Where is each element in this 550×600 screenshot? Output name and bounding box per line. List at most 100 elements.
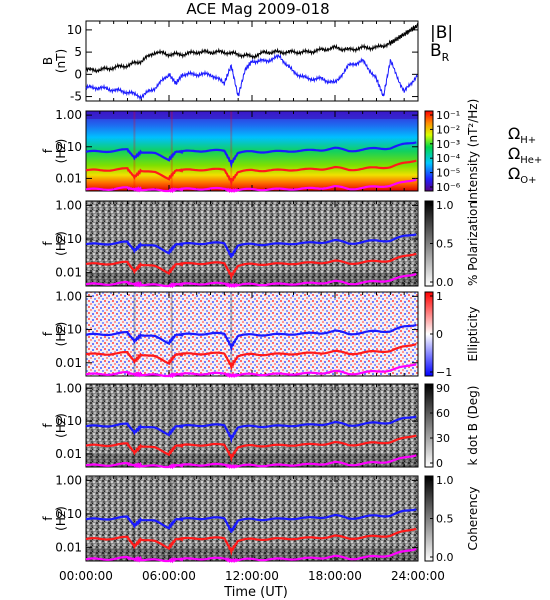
event-streak (170, 201, 173, 286)
event-streak (170, 292, 173, 376)
y-tick-label: 0.10 (55, 140, 82, 154)
y-axis-label-line: (Hz) (54, 231, 68, 256)
gyrofrequency-omega_O_hz (85, 454, 417, 470)
gyrofrequency-omega_He_hz (85, 252, 417, 282)
event-streak (230, 201, 233, 286)
series-|B| (85, 22, 419, 74)
colorbar-label: % Polarization (466, 201, 480, 286)
colorbar-tick-label: 1 (436, 290, 443, 303)
y-axis-label-line: f (41, 516, 55, 521)
gyrofrequency-omega_H_hz (85, 141, 417, 169)
colorbar-tick-label: 0.5 (436, 238, 454, 251)
event-streak (133, 476, 136, 561)
colorbar-label: Coherency (466, 486, 480, 550)
legend-He+: ΩHe+ (508, 144, 542, 166)
panel-5: 1.00 0.10 0.01 f(Hz) 1.0 0.5 0.0 Coherency (41, 473, 480, 564)
colorbar (424, 110, 434, 192)
y-tick-label: 1.00 (55, 473, 82, 487)
y-tick-label: 0.01 (55, 356, 82, 370)
y-axis-label-line: (Hz) (54, 413, 68, 438)
y-axis-label-line: f (41, 241, 55, 246)
y-axis-label: B(nT) (41, 49, 68, 73)
y-tick-label: 1.00 (55, 289, 82, 303)
y-axis-label: f(Hz) (41, 139, 68, 164)
y-tick-label: 10 (67, 23, 82, 37)
y-tick-label: 0.10 (55, 507, 82, 521)
event-streak (170, 384, 173, 467)
y-tick-label: -5 (70, 90, 82, 104)
gyrofrequency-omega_O_hz (85, 272, 417, 289)
y-axis-label: f(Hz) (41, 506, 68, 531)
gyrofrequency-omega_H_hz (85, 233, 417, 258)
x-tick-label: 00:00:00 (59, 569, 113, 583)
legend-O+: ΩO+ (508, 164, 536, 186)
x-tick-label: 24:00:00 (391, 569, 445, 583)
series-B_R (85, 53, 418, 101)
colorbar-label: k dot B (Deg) (466, 386, 480, 466)
gyrofrequency-omega_H_hz (85, 508, 417, 533)
event-streak (230, 384, 233, 467)
y-tick-label: 0 (74, 67, 82, 81)
gyrofrequency-omega_H_hz (85, 415, 417, 444)
colorbar-label: Ellipticity (466, 307, 480, 362)
gyrofrequency-omega_He_hz (85, 343, 417, 372)
colorbar-tick-label: 10⁻³ (436, 138, 460, 151)
y-axis-label-line: (Hz) (54, 506, 68, 531)
y-axis-label-line: f (41, 331, 55, 336)
colorbar-tick-label: 10⁻⁴ (436, 152, 461, 165)
event-streak (170, 476, 173, 561)
legend-b-total: |B| (430, 23, 453, 43)
event-streak (133, 201, 136, 286)
colorbar-tick-label: −1 (436, 366, 452, 379)
y-axis-label-line: (Hz) (54, 139, 68, 164)
panel-2: 1.00 0.10 0.01 f(Hz) 1.0 0.5 0.0 % Polarization (41, 198, 480, 289)
y-axis-label: f(Hz) (41, 322, 68, 347)
colorbar-tick-label: 0.0 (436, 551, 454, 564)
event-streak (230, 111, 233, 191)
x-tick-label: 06:00:00 (142, 569, 196, 583)
y-tick-label: 0.10 (55, 414, 82, 428)
y-tick-label: 5 (74, 45, 82, 59)
panel-b-field: -5 0 5 10 B(nT) |B|BR (41, 20, 453, 104)
x-tick-label: 18:00:00 (308, 569, 362, 583)
y-tick-label: 0.01 (55, 541, 82, 555)
gyrofrequency-omega_O_hz (85, 363, 417, 379)
event-streak (230, 476, 233, 561)
y-tick-label: 0.10 (55, 323, 82, 337)
gyrofrequency-omega_O_hz (85, 547, 417, 564)
colorbar-tick-label: 0.0 (436, 276, 454, 289)
colorbar-tick-label: 0 (436, 328, 443, 341)
legend-subscript: H+ (520, 135, 536, 146)
y-tick-label: 0.01 (55, 266, 82, 280)
colorbar-tick-label: 10⁻¹ (436, 109, 460, 122)
colorbar-tick-label: 0.5 (436, 513, 454, 526)
y-tick-label: 0.01 (55, 447, 82, 461)
gyrofrequency-omega_O_hz (85, 178, 417, 194)
panel-4: 1.00 0.10 0.01 f(Hz) 90 60 30 0 k dot B (Deg) (41, 381, 480, 470)
colorbar-tick-label: 0 (436, 457, 443, 470)
y-tick-label: 1.00 (55, 108, 82, 122)
colorbar-label: Intensity (nT²/Hz) (466, 99, 480, 204)
event-streak (170, 111, 173, 191)
colorbar-tick-label: 30 (436, 432, 450, 445)
legend-b-r: BR (430, 41, 450, 64)
panel-3: 1.00 0.10 0.01 f(Hz) 1 0 −1 Ellipticity (41, 289, 480, 379)
gyrofrequency-omega_He_hz (85, 434, 417, 463)
colorbar-tick-label: 1.0 (436, 474, 454, 487)
y-axis-label: f(Hz) (41, 413, 68, 438)
panel-1: 1.00 0.10 0.01 f(Hz) 10⁻¹10⁻² 10⁻³10⁻⁴ 10⁻⁵10⁻… (41, 99, 542, 204)
event-streak (230, 292, 233, 376)
event-streak (133, 384, 136, 467)
y-tick-label: 0.10 (55, 232, 82, 246)
panels: -50510B(nT)|B|BR1.000.100.01f(Hz)10⁻¹10⁻… (41, 20, 542, 564)
gyrofrequency-omega_He_hz (85, 527, 417, 557)
gyrofrequency-omega_H_hz (85, 323, 417, 353)
chart-title: ACE Mag 2009-018 (186, 0, 329, 18)
y-tick-label: 1.00 (55, 381, 82, 395)
colorbar-tick-label: 10⁻² (436, 123, 460, 136)
colorbar-tick-label: 10⁻⁵ (436, 167, 460, 180)
event-streak (133, 111, 136, 191)
y-axis-label-line: f (41, 148, 55, 153)
legend-subscript: R (442, 51, 450, 64)
